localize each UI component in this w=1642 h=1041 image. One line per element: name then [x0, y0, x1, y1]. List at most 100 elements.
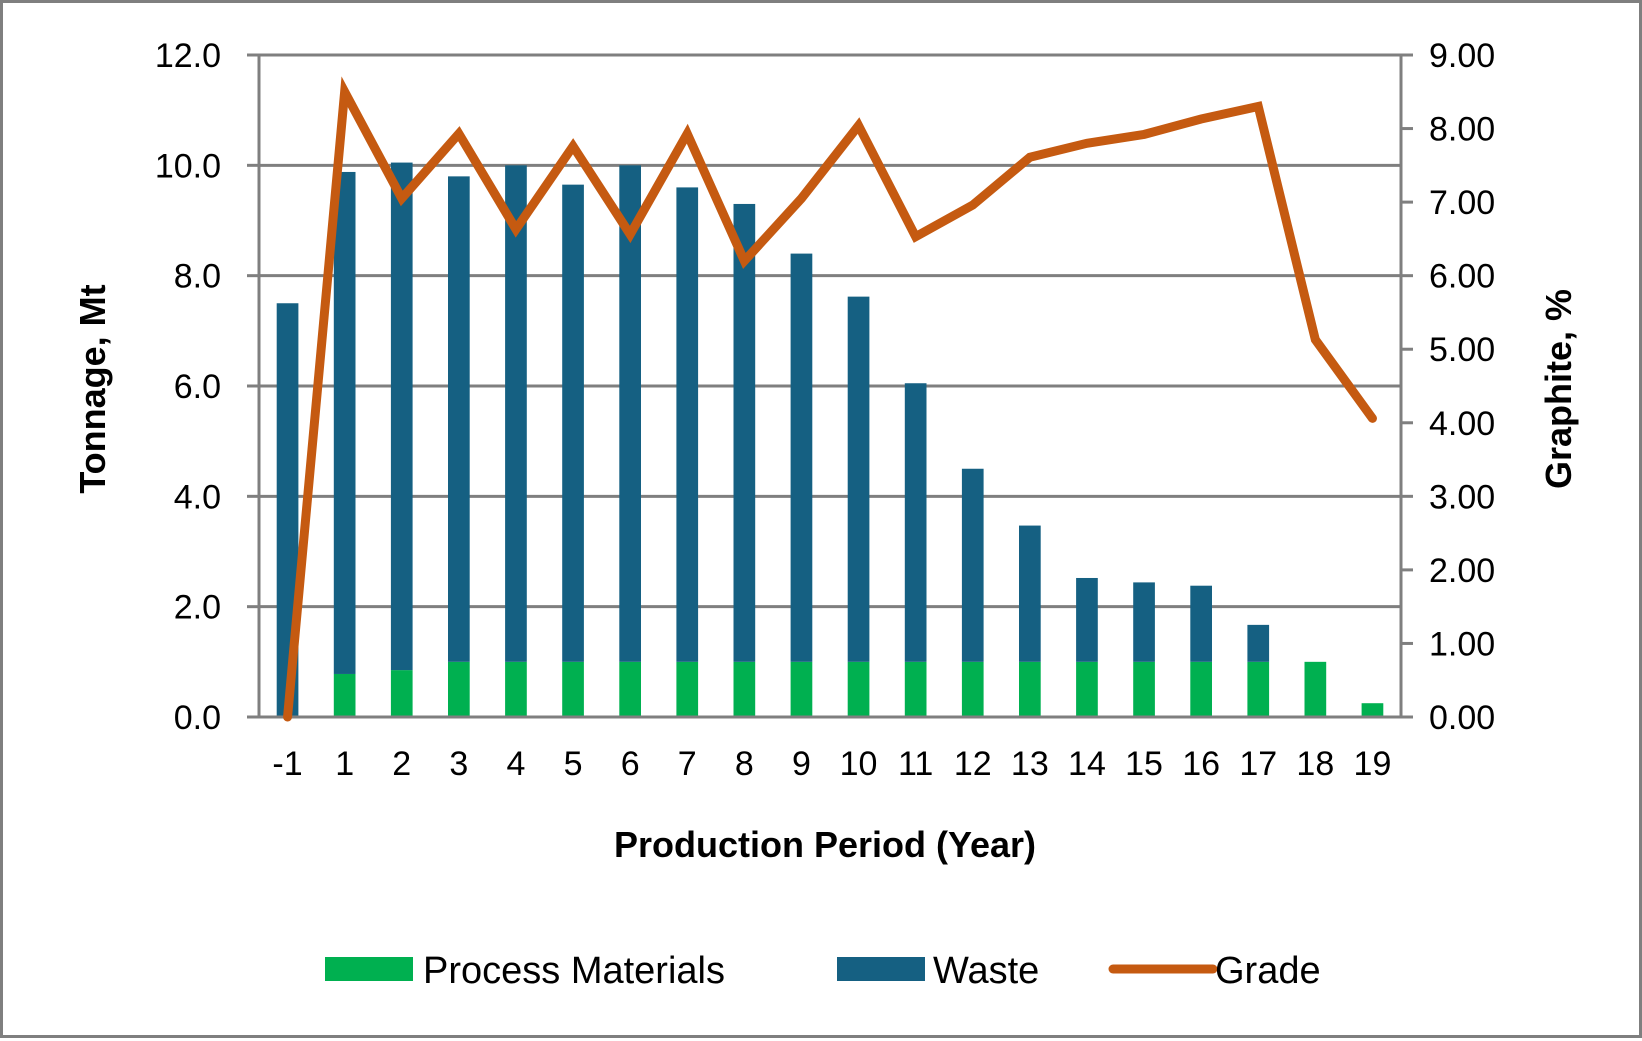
- point-grade[interactable]: [971, 204, 974, 207]
- x-tick-label: -1: [272, 745, 302, 783]
- point-grade[interactable]: [1028, 156, 1031, 159]
- x-axis-title: Production Period (Year): [614, 824, 1036, 865]
- right-tick-label: 6.00: [1429, 258, 1495, 296]
- x-tick-label: 10: [840, 745, 878, 783]
- point-grade[interactable]: [400, 197, 403, 200]
- bar-process-materials[interactable]: [1304, 661, 1327, 717]
- x-tick-label: 8: [735, 745, 754, 783]
- point-grade[interactable]: [857, 124, 860, 127]
- left-tick-label: 8.0: [174, 258, 221, 296]
- legend-label-waste: Waste: [933, 950, 1039, 992]
- point-grade[interactable]: [1085, 142, 1088, 145]
- bar-process-materials[interactable]: [1361, 703, 1384, 717]
- x-tick-label: 2: [392, 745, 411, 783]
- bar-waste[interactable]: [733, 203, 756, 662]
- bar-waste[interactable]: [1019, 525, 1041, 662]
- bar-process-materials[interactable]: [448, 661, 470, 717]
- bar-waste[interactable]: [790, 253, 813, 662]
- point-grade[interactable]: [1257, 105, 1260, 108]
- right-tick-label: 9.00: [1429, 37, 1495, 75]
- x-tick-label: 6: [621, 745, 640, 783]
- x-tick-label: 18: [1296, 745, 1334, 783]
- bar-process-materials[interactable]: [1019, 661, 1041, 717]
- x-tick-label: 4: [506, 745, 525, 783]
- bar-waste[interactable]: [619, 165, 641, 662]
- right-tick-label: 7.00: [1429, 184, 1495, 222]
- right-tick-label: 8.00: [1429, 111, 1495, 149]
- point-grade[interactable]: [1371, 417, 1374, 420]
- right-tick-label: 0.00: [1429, 699, 1495, 737]
- bar-waste[interactable]: [448, 176, 470, 662]
- point-grade[interactable]: [286, 716, 289, 718]
- bar-process-materials[interactable]: [1133, 661, 1155, 717]
- bar-waste[interactable]: [676, 187, 699, 662]
- bar-waste[interactable]: [847, 296, 870, 662]
- bar-process-materials[interactable]: [333, 673, 356, 717]
- x-tick-label: 17: [1239, 745, 1277, 783]
- legend: Process Materials Waste Grade: [325, 950, 1321, 992]
- x-tick-label: 1: [335, 745, 354, 783]
- x-tick-label: 19: [1354, 745, 1392, 783]
- legend-item-grade[interactable]: Grade: [1108, 950, 1321, 992]
- bar-waste[interactable]: [961, 468, 984, 662]
- bar-process-materials[interactable]: [1076, 661, 1098, 717]
- x-tick-label: 12: [954, 745, 992, 783]
- point-grade[interactable]: [514, 228, 517, 231]
- point-grade[interactable]: [629, 233, 632, 236]
- bar-waste[interactable]: [390, 162, 413, 671]
- bar-waste[interactable]: [1190, 585, 1212, 662]
- bar-process-materials[interactable]: [390, 670, 413, 717]
- right-tick-label: 3.00: [1429, 478, 1495, 516]
- bar-waste[interactable]: [562, 184, 584, 662]
- bar-process-materials[interactable]: [847, 661, 870, 717]
- bar-process-materials[interactable]: [1190, 661, 1212, 717]
- x-tick-label: 3: [449, 745, 468, 783]
- bar-process-materials[interactable]: [562, 661, 584, 717]
- legend-item-process-materials[interactable]: Process Materials: [325, 950, 725, 992]
- point-grade[interactable]: [686, 132, 689, 135]
- bar-process-materials[interactable]: [790, 661, 813, 717]
- bar-series: [276, 162, 1384, 717]
- point-grade[interactable]: [914, 235, 917, 238]
- left-tick-label: 4.0: [174, 478, 221, 516]
- bar-waste[interactable]: [1247, 624, 1270, 662]
- x-tick-label: 15: [1125, 745, 1163, 783]
- line-grade[interactable]: [283, 76, 1377, 722]
- x-tick-label: 9: [792, 745, 811, 783]
- point-grade[interactable]: [457, 132, 460, 135]
- bar-waste[interactable]: [333, 171, 356, 674]
- point-grade[interactable]: [800, 197, 803, 200]
- left-tick-label: 6.0: [174, 368, 221, 406]
- bar-process-materials[interactable]: [676, 661, 699, 717]
- bar-process-materials[interactable]: [619, 661, 641, 717]
- left-tick-label: 2.0: [174, 589, 221, 627]
- point-grade[interactable]: [343, 90, 346, 93]
- bar-waste[interactable]: [1076, 577, 1098, 662]
- bar-process-materials[interactable]: [1247, 661, 1270, 717]
- point-grade[interactable]: [572, 145, 575, 148]
- point-grade[interactable]: [1143, 133, 1146, 136]
- legend-item-waste[interactable]: Waste: [837, 950, 1039, 992]
- x-tick-label: 13: [1011, 745, 1049, 783]
- point-grade[interactable]: [1314, 338, 1317, 341]
- bar-process-materials[interactable]: [961, 661, 984, 717]
- x-axis-tick-labels: -1 1 2 3 4 5 6 7 8 9 10 11 12 13 14 15 16 17 18 19: [272, 745, 1391, 783]
- x-tick-label: 14: [1068, 745, 1106, 783]
- left-axis-title: Tonnage, Mt: [72, 284, 113, 493]
- bar-process-materials[interactable]: [904, 661, 927, 717]
- gridlines: [259, 53, 1401, 609]
- bar-waste[interactable]: [904, 383, 927, 662]
- combo-chart: 0.0 2.0 4.0 6.0 8.0 10.0 12.0 0.00 1.00 2.00 3.00…: [72, 37, 1579, 992]
- x-tick-label: 11: [898, 745, 933, 783]
- bar-waste[interactable]: [1133, 582, 1155, 662]
- legend-label-process-materials: Process Materials: [423, 950, 725, 992]
- bar-waste[interactable]: [505, 165, 527, 662]
- point-grade[interactable]: [743, 259, 746, 262]
- point-grade[interactable]: [1200, 117, 1203, 120]
- bar-process-materials[interactable]: [505, 661, 527, 717]
- left-tick-label: 10.0: [155, 147, 221, 185]
- bar-process-materials[interactable]: [733, 661, 756, 717]
- x-tick-label: 5: [564, 745, 583, 783]
- right-axis-tick-labels: 0.00 1.00 2.00 3.00 4.00 5.00 6.00 7.00 8.00 9.00: [1429, 37, 1495, 737]
